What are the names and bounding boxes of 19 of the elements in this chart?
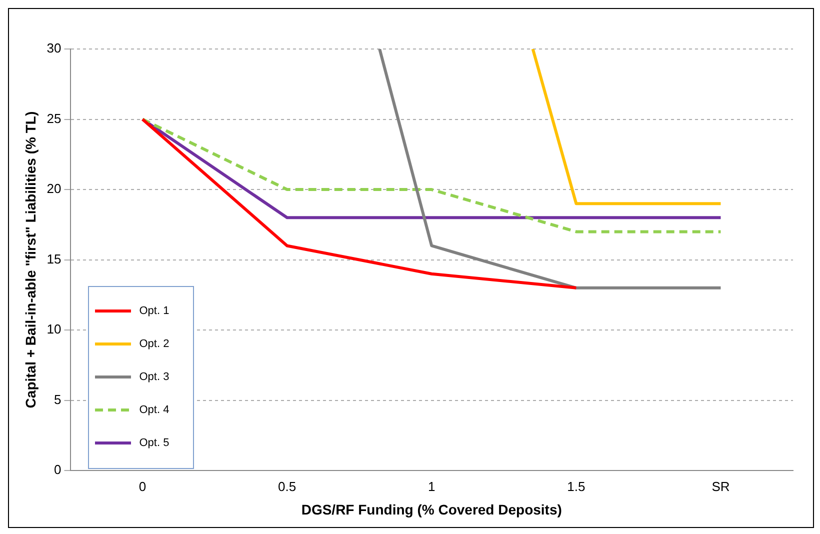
legend-label: Opt. 1 bbox=[139, 305, 170, 318]
y-tick-label: 20 bbox=[46, 181, 62, 196]
y-tick-label: 15 bbox=[46, 251, 62, 266]
legend-label: Opt. 5 bbox=[139, 437, 170, 450]
x-tick-label: 0.5 bbox=[278, 478, 296, 494]
y-tick-label: 25 bbox=[46, 110, 62, 126]
y-axis-title: Capital + Bail-in-able "first" Liabilities (% TL) bbox=[22, 111, 38, 408]
x-tick-label: 0 bbox=[138, 478, 146, 494]
legend-label: Opt. 3 bbox=[139, 371, 170, 384]
x-axis-title: DGS/RF Funding (% Covered Deposits) bbox=[301, 501, 562, 518]
y-tick-label: 30 bbox=[46, 40, 62, 56]
x-tick-label: 1.5 bbox=[567, 478, 586, 494]
x-tick-label: SR bbox=[712, 478, 730, 494]
y-tick-label: 5 bbox=[54, 392, 62, 407]
y-tick-label: 0 bbox=[54, 462, 62, 478]
legend-label: Opt. 2 bbox=[139, 338, 170, 350]
legend-label: Opt. 4 bbox=[139, 404, 170, 416]
y-tick-label: 10 bbox=[46, 322, 62, 337]
x-tick-label: 1 bbox=[428, 478, 436, 494]
